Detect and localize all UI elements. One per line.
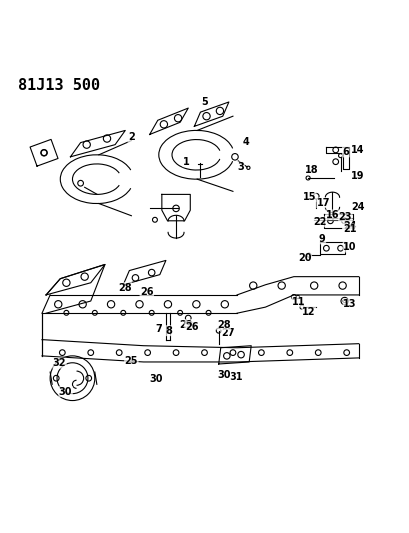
- Text: 17: 17: [317, 198, 330, 208]
- Text: 24: 24: [351, 202, 364, 212]
- Text: 26: 26: [140, 287, 153, 297]
- Text: 4: 4: [243, 137, 249, 147]
- Text: 12: 12: [302, 307, 316, 317]
- Text: 11: 11: [292, 297, 306, 307]
- Text: 8: 8: [165, 326, 172, 336]
- Text: 27: 27: [221, 328, 234, 338]
- Text: 14: 14: [351, 144, 365, 155]
- Text: 15: 15: [303, 192, 316, 201]
- Text: 24: 24: [343, 221, 356, 231]
- Text: 19: 19: [351, 171, 364, 181]
- Text: 16: 16: [326, 210, 339, 220]
- Text: 30: 30: [59, 386, 72, 397]
- Text: 3: 3: [238, 162, 245, 172]
- Text: 32: 32: [53, 358, 66, 368]
- Text: 30: 30: [217, 370, 231, 381]
- Text: 30: 30: [150, 374, 163, 384]
- Text: 9: 9: [319, 234, 326, 244]
- Text: 23: 23: [339, 212, 352, 222]
- Text: 6: 6: [342, 147, 349, 157]
- Text: 31: 31: [229, 373, 243, 382]
- Text: 1: 1: [183, 157, 190, 167]
- Text: 22: 22: [313, 217, 327, 227]
- Text: 2: 2: [128, 132, 135, 142]
- Text: 18: 18: [306, 165, 319, 175]
- Text: 28: 28: [217, 320, 230, 329]
- Text: 5: 5: [201, 97, 208, 107]
- Text: 25: 25: [125, 356, 138, 366]
- Text: 7: 7: [155, 324, 162, 334]
- Text: 28: 28: [118, 282, 132, 293]
- Text: 26: 26: [185, 321, 198, 332]
- Text: 10: 10: [343, 242, 357, 252]
- Text: 29: 29: [180, 320, 193, 329]
- Text: 81J13 500: 81J13 500: [18, 78, 100, 93]
- Text: 20: 20: [298, 253, 312, 263]
- Text: 21: 21: [343, 224, 356, 234]
- Text: 13: 13: [343, 299, 357, 309]
